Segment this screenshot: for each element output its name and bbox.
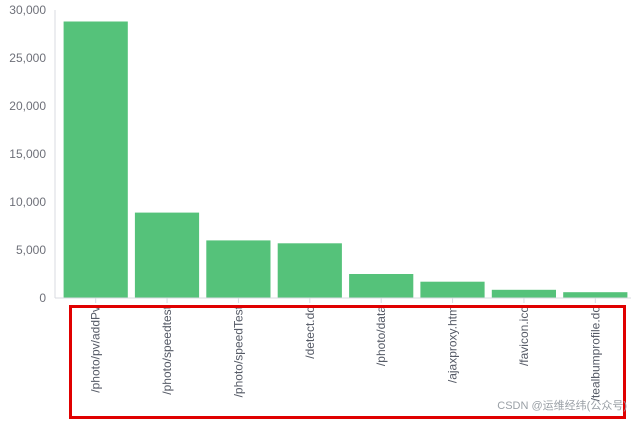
y-tick-label: 30,000: [9, 3, 46, 17]
x-tick-label: /detect.do: [303, 306, 317, 359]
x-tick-label: /photo/speedTest: [231, 305, 245, 397]
bar[interactable]: [563, 292, 628, 298]
watermark-text: CSDN @运维经纬(公众号): [497, 400, 627, 412]
x-tick-label: /photo/speedtest: [160, 305, 174, 394]
y-tick-label: 25,000: [9, 51, 46, 65]
x-tick-label: /favicon.ico: [517, 306, 531, 366]
bars-group: [63, 21, 628, 299]
bar[interactable]: [134, 212, 200, 298]
x-tick-label: /ajaxproxy.htm: [446, 306, 460, 383]
y-tick-label: 15,000: [9, 147, 46, 161]
bar[interactable]: [420, 281, 485, 298]
x-tick-label: /tealbumprofile.do: [588, 306, 602, 402]
y-tick-label: 5,000: [16, 243, 46, 257]
highlight-box: [69, 305, 626, 419]
bar[interactable]: [206, 240, 271, 298]
bar[interactable]: [63, 21, 128, 299]
bar[interactable]: [277, 243, 342, 298]
y-tick-label: 0: [39, 291, 46, 305]
y-tick-label: 10,000: [9, 195, 46, 209]
x-axis: /photo/pv/addPv/photo/speedtest/photo/sp…: [55, 297, 631, 402]
y-axis: 0 5,000 10,000 15,000 20,000 25,000 30,000: [9, 3, 56, 305]
bar[interactable]: [349, 274, 414, 298]
x-tick-label: /photo/pv/addPv: [89, 306, 103, 393]
bar[interactable]: [491, 289, 556, 298]
y-tick-label: 20,000: [9, 99, 46, 113]
x-tick-label: /photo/data: [374, 306, 388, 366]
